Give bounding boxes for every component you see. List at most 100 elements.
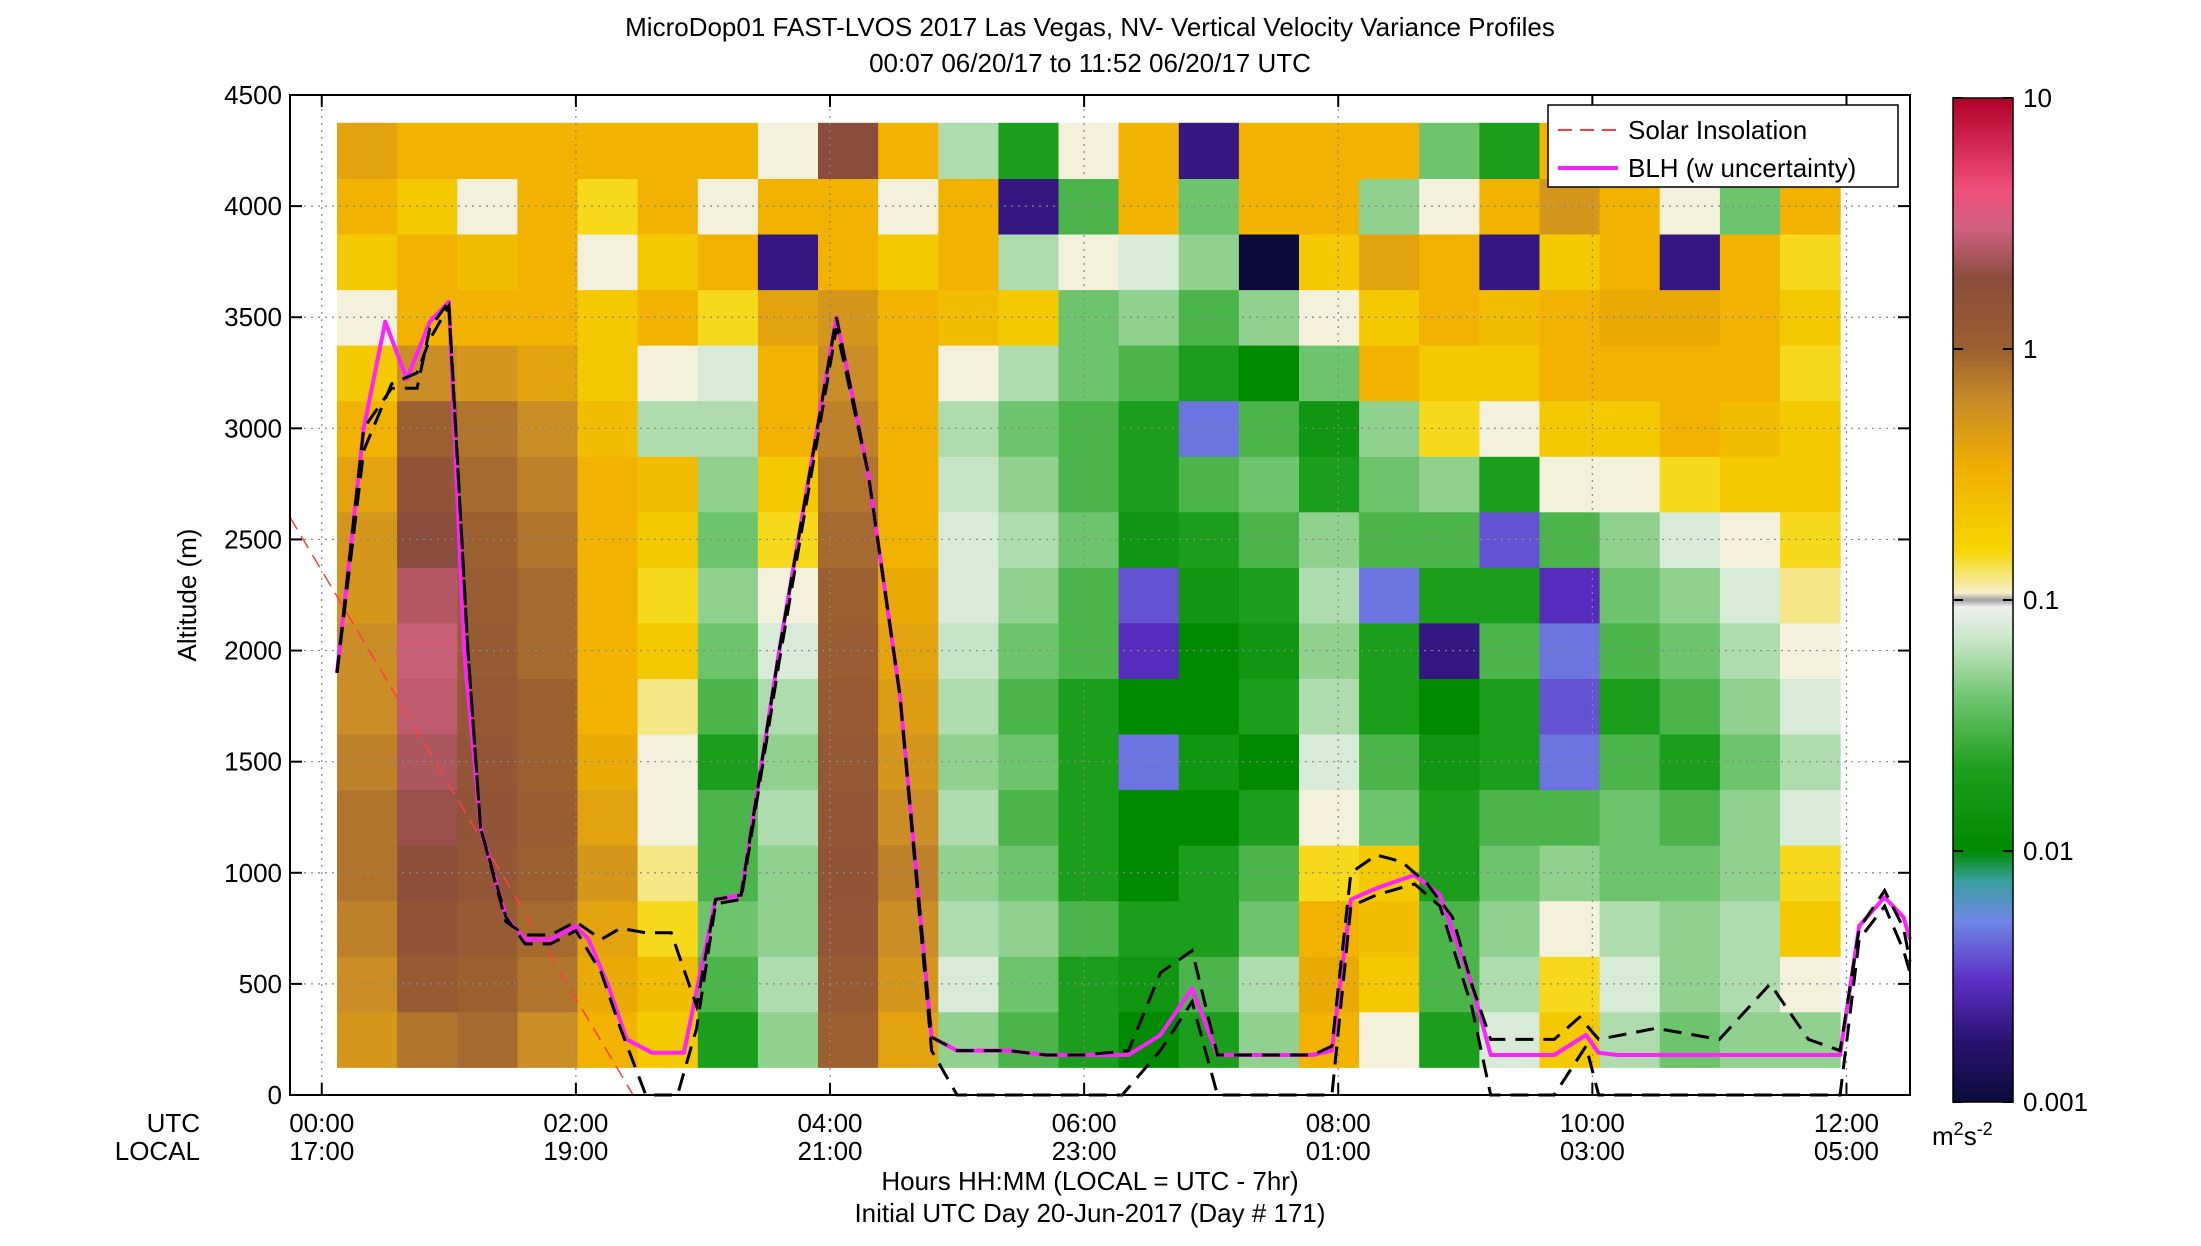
heatmap-cell bbox=[1058, 1011, 1120, 1068]
heatmap-cell bbox=[697, 289, 759, 346]
heatmap-cell bbox=[697, 511, 759, 568]
heatmap-cell bbox=[938, 1011, 999, 1068]
heatmap-cell bbox=[1419, 289, 1480, 346]
heatmap-cell bbox=[1539, 622, 1601, 679]
heatmap-cell bbox=[1780, 789, 1841, 846]
heatmap-cell bbox=[697, 400, 759, 457]
heatmap-cell bbox=[637, 567, 699, 624]
heatmap-cell bbox=[337, 678, 398, 735]
heatmap-cell bbox=[1539, 345, 1601, 402]
heatmap-cell bbox=[1419, 845, 1480, 902]
heatmap-cell bbox=[1299, 567, 1360, 624]
heatmap-cell bbox=[1118, 400, 1180, 457]
heatmap-cell bbox=[1539, 900, 1601, 957]
heatmap-cell bbox=[637, 233, 699, 291]
heatmap-cell bbox=[517, 400, 579, 457]
heatmap-cell bbox=[1178, 233, 1240, 291]
heatmap-cell bbox=[1238, 956, 1300, 1013]
heatmap-cell bbox=[878, 345, 939, 402]
heatmap-cell bbox=[697, 956, 759, 1013]
x-tick-label-local: 05:00 bbox=[1814, 1136, 1879, 1166]
heatmap-cell bbox=[1719, 845, 1781, 902]
heatmap-cell bbox=[1058, 567, 1120, 624]
legend: Solar Insolation BLH (w uncertainty) bbox=[1547, 104, 1899, 188]
heatmap-cell bbox=[1659, 1011, 1721, 1068]
heatmap-cell bbox=[1118, 233, 1180, 291]
heatmap-cell bbox=[1479, 789, 1541, 846]
heatmap-cell bbox=[577, 289, 639, 346]
heatmap-cell bbox=[1719, 789, 1781, 846]
heatmap-cell bbox=[1118, 567, 1180, 624]
heatmap-cell bbox=[938, 900, 999, 957]
heatmap-cell bbox=[1178, 456, 1240, 513]
heatmap-cell bbox=[1719, 956, 1781, 1013]
heatmap-cell bbox=[517, 567, 579, 624]
heatmap-cell bbox=[1238, 845, 1300, 902]
heatmap-cell bbox=[517, 956, 579, 1013]
heatmap-cell bbox=[1599, 678, 1661, 735]
heatmap-cell bbox=[1539, 789, 1601, 846]
heatmap-cell bbox=[818, 122, 879, 179]
heatmap-cell bbox=[577, 122, 639, 179]
heatmap-cell bbox=[1299, 233, 1360, 291]
heatmap-cell bbox=[457, 122, 518, 179]
heatmap-cell bbox=[1058, 900, 1120, 957]
heatmap-cell bbox=[1299, 178, 1360, 235]
colorbar-tick-label: 0.1 bbox=[2023, 585, 2059, 615]
heatmap-cell bbox=[818, 733, 879, 791]
heatmap-cell bbox=[1599, 956, 1661, 1013]
heatmap-cell bbox=[637, 345, 699, 402]
heatmap-cell bbox=[1118, 733, 1180, 791]
heatmap-cell bbox=[1359, 122, 1420, 179]
heatmap-cell bbox=[337, 233, 398, 291]
heatmap-cell bbox=[998, 845, 1060, 902]
heatmap-cell bbox=[878, 900, 939, 957]
heatmap-cell bbox=[1539, 511, 1601, 568]
heatmap-cell bbox=[1359, 345, 1420, 402]
x-axis-label: Hours HH:MM (LOCAL = UTC - 7hr) bbox=[881, 1166, 1298, 1196]
heatmap-cell bbox=[1058, 122, 1120, 179]
heatmap-cell bbox=[998, 733, 1060, 791]
heatmap-cell bbox=[1479, 233, 1541, 291]
heatmap-cell bbox=[1419, 233, 1480, 291]
heatmap-cell bbox=[397, 900, 458, 957]
heatmap-cell bbox=[697, 567, 759, 624]
heatmap-cell bbox=[637, 678, 699, 735]
heatmap-cell bbox=[577, 456, 639, 513]
heatmap-cell bbox=[1599, 233, 1661, 291]
heatmap-cell bbox=[878, 511, 939, 568]
heatmap-cell bbox=[1419, 511, 1480, 568]
heatmap-cell bbox=[397, 622, 458, 679]
heatmap-cell bbox=[1118, 345, 1180, 402]
heatmap-cell bbox=[938, 289, 999, 346]
blh-line bbox=[335, 299, 1912, 1057]
heatmap-cell bbox=[1539, 678, 1601, 735]
heatmap-cell bbox=[1058, 678, 1120, 735]
heatmap-cell bbox=[577, 845, 639, 902]
heatmap-cell bbox=[998, 456, 1060, 513]
heatmap-cell bbox=[1299, 733, 1360, 791]
heatmap-cell bbox=[938, 567, 999, 624]
heatmap-cell bbox=[1419, 1011, 1480, 1068]
heatmap-cell bbox=[757, 789, 819, 846]
heatmap-cell bbox=[1359, 456, 1420, 513]
heatmap-cell bbox=[517, 178, 579, 235]
heatmap-cell bbox=[697, 733, 759, 791]
heatmap-cell bbox=[1659, 678, 1721, 735]
heatmap-cell bbox=[1118, 511, 1180, 568]
heatmap-cell bbox=[1719, 289, 1781, 346]
heatmap-cell bbox=[1539, 733, 1601, 791]
heatmap-cell bbox=[1419, 178, 1480, 235]
heatmap-cell bbox=[1419, 456, 1480, 513]
heatmap-cell bbox=[938, 845, 999, 902]
heatmap-cell bbox=[1178, 789, 1240, 846]
legend-label-blh: BLH (w uncertainty) bbox=[1628, 153, 1856, 183]
heatmap-cell bbox=[1359, 567, 1420, 624]
heatmap-cell bbox=[397, 345, 458, 402]
heatmap-cell bbox=[637, 789, 699, 846]
heatmap-cell bbox=[1299, 456, 1360, 513]
heatmap-cell bbox=[818, 845, 879, 902]
heatmap-cell bbox=[1238, 122, 1300, 179]
heatmap-cell bbox=[938, 400, 999, 457]
